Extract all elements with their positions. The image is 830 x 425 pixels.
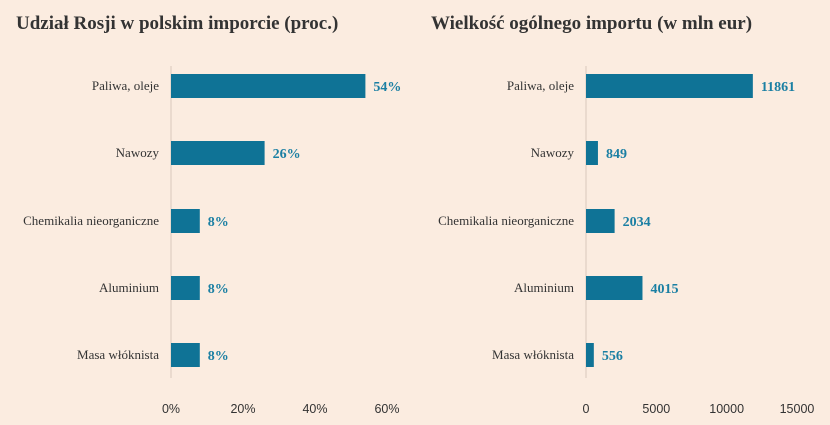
data-label: 11861: [761, 80, 795, 95]
x-tick-label: 10000: [709, 402, 744, 416]
bar: [171, 276, 200, 300]
data-label: 54%: [373, 80, 401, 95]
chart-title: Udział Rosji w polskim imporcie (proc.): [16, 13, 339, 34]
category-label: Chemikalia nieorganiczne: [438, 213, 574, 228]
x-tick-label: 0%: [162, 402, 180, 416]
bar: [586, 74, 753, 98]
bar: [171, 209, 200, 233]
chart-panel-share: Udział Rosji w polskim imporcie (proc.) …: [16, 13, 401, 416]
bar: [586, 343, 594, 367]
x-tick-label: 40%: [302, 402, 327, 416]
data-label: 26%: [273, 147, 301, 162]
x-tick-label: 60%: [374, 402, 399, 416]
category-label: Masa włóknista: [492, 347, 574, 362]
bar: [171, 343, 200, 367]
category-label: Chemikalia nieorganiczne: [23, 213, 159, 228]
data-label: 8%: [208, 349, 229, 364]
category-label: Aluminium: [99, 280, 159, 295]
bar: [586, 141, 598, 165]
bar: [171, 141, 265, 165]
x-tick-label: 0: [583, 402, 590, 416]
category-label: Paliwa, oleje: [507, 78, 574, 93]
data-label: 556: [602, 349, 623, 364]
chart-title: Wielkość ogólnego importu (w mln eur): [431, 13, 753, 34]
category-label: Masa włóknista: [77, 347, 159, 362]
category-label: Nawozy: [531, 145, 575, 160]
data-label: 4015: [650, 282, 678, 297]
x-tick-label: 15000: [780, 402, 815, 416]
chart-panel-volume: Wielkość ogólnego importu (w mln eur) Pa…: [415, 0, 830, 425]
bar-chart-share: Paliwa, oleje 54% Nawozy 26% Chemikalia nieo…: [23, 66, 401, 416]
x-tick-label: 5000: [642, 402, 670, 416]
category-label: Nawozy: [116, 145, 160, 160]
category-label: Paliwa, oleje: [92, 78, 159, 93]
data-label: 8%: [208, 215, 229, 230]
x-tick-label: 20%: [230, 402, 255, 416]
category-label: Aluminium: [514, 280, 574, 295]
data-label: 8%: [208, 282, 229, 297]
bar: [586, 276, 643, 300]
data-label: 849: [606, 147, 627, 162]
bar-chart-volume: Paliwa, oleje 11861 Nawozy 849 Chemikalia ni…: [438, 66, 815, 416]
bar: [171, 74, 366, 98]
data-label: 2034: [623, 215, 651, 230]
bar: [586, 209, 615, 233]
